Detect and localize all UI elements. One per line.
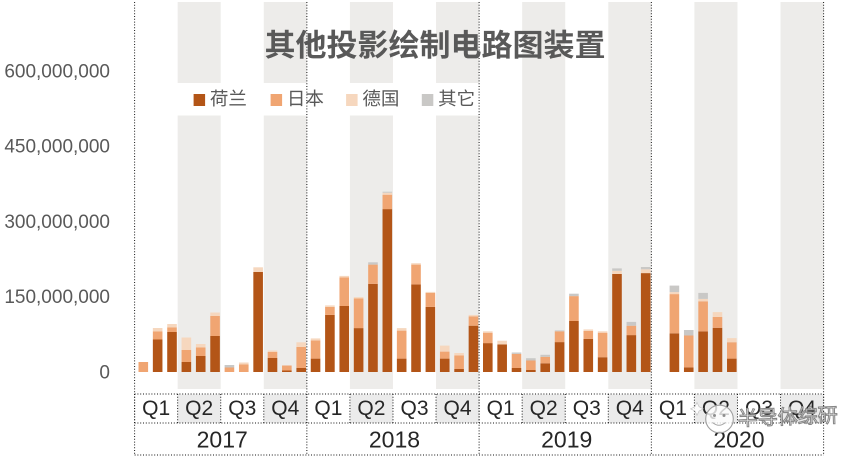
svg-text:Q3: Q3 [228, 397, 256, 420]
svg-text:Q2: Q2 [357, 397, 385, 420]
svg-text:450,000,000: 450,000,000 [4, 137, 110, 158]
svg-text:Q4: Q4 [271, 397, 299, 420]
svg-text:Q2: Q2 [185, 397, 213, 420]
svg-text:Q2: Q2 [530, 397, 558, 420]
svg-text:Q4: Q4 [616, 397, 644, 420]
svg-text:Q1: Q1 [487, 397, 515, 420]
svg-text:150,000,000: 150,000,000 [4, 287, 110, 308]
svg-text:Q3: Q3 [401, 397, 429, 420]
svg-text:Q1: Q1 [314, 397, 342, 420]
svg-text:600,000,000: 600,000,000 [4, 61, 110, 82]
svg-text:2018: 2018 [369, 427, 420, 453]
svg-text:Q4: Q4 [444, 397, 472, 420]
svg-text:Q1: Q1 [659, 397, 687, 420]
svg-text:Q1: Q1 [142, 397, 170, 420]
svg-text:Q3: Q3 [573, 397, 601, 420]
svg-text:2017: 2017 [197, 427, 248, 453]
svg-text:300,000,000: 300,000,000 [4, 212, 110, 233]
svg-text:2019: 2019 [541, 427, 592, 453]
svg-text:0: 0 [99, 362, 110, 383]
